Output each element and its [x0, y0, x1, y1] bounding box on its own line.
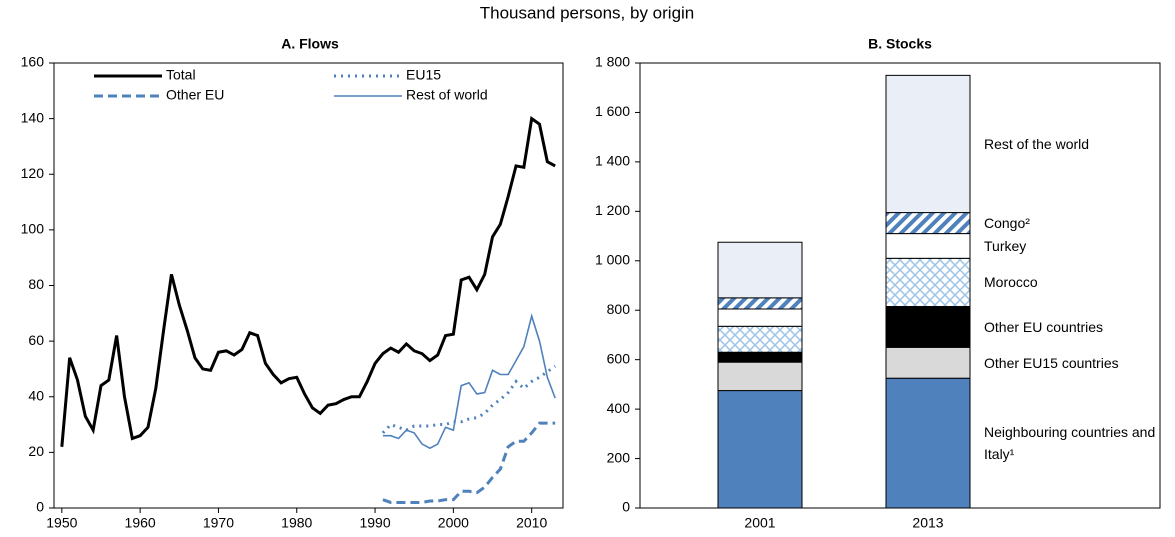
bar-segment [717, 325, 803, 353]
x-tick-label: 1990 [359, 515, 390, 531]
y-tick-label: 0 [622, 499, 630, 515]
bar-segment [717, 241, 803, 299]
y-tick-label: 20 [28, 443, 44, 459]
y-tick-label: 60 [28, 332, 44, 348]
segment-label: Other EU countries [984, 318, 1104, 335]
segment-label: Rest of the world [984, 135, 1090, 152]
y-tick-label: 800 [607, 301, 631, 317]
plot-frame [53, 62, 564, 509]
y-tick-label: 200 [607, 449, 631, 465]
y-tick-label: 600 [607, 350, 631, 366]
bar-segment [885, 74, 971, 214]
y-tick-label: 160 [21, 54, 45, 70]
legend-label: EU15 [406, 67, 441, 83]
y-tick-label: 120 [21, 165, 45, 181]
legend-label: Other EU [166, 87, 224, 103]
x-tick-label: 1960 [125, 515, 156, 531]
y-tick-label: 40 [28, 387, 44, 403]
bar-segment [885, 257, 971, 308]
segment-label: Turkey [984, 237, 1027, 254]
bar-segment [717, 297, 803, 310]
x-tick-label: 1950 [46, 515, 77, 531]
y-tick-label: 1 400 [595, 153, 630, 169]
y-tick-label: 140 [21, 109, 45, 125]
x-tick-label: 2013 [912, 515, 943, 531]
x-tick-label: 2000 [438, 515, 469, 531]
x-tick-label: 1980 [281, 515, 312, 531]
bar-segment [885, 212, 971, 235]
legend-label: Rest of world [406, 87, 488, 103]
y-tick-label: 0 [36, 499, 44, 515]
panel-title: B. Stocks [868, 36, 932, 52]
segment-label: Other EU15 countries [984, 354, 1119, 371]
bar-segment [717, 308, 803, 327]
series-line [60, 116, 556, 447]
bar-segment [885, 377, 971, 509]
main-title: Thousand persons, by origin [480, 3, 695, 22]
bar-segment [885, 233, 971, 259]
bar-segment [717, 361, 803, 392]
segment-label: Neighbouring countries and Italy¹ [984, 424, 1156, 463]
y-tick-label: 1 600 [595, 103, 630, 119]
segment-label: Congo² [984, 215, 1030, 232]
x-tick-label: 2010 [516, 515, 547, 531]
series-line [382, 421, 556, 504]
y-tick-label: 1 200 [595, 202, 630, 218]
y-tick-label: 100 [21, 221, 45, 237]
bar-segment [717, 351, 803, 363]
x-tick-label: 2001 [744, 515, 775, 531]
y-tick-label: 400 [607, 400, 631, 416]
y-tick-label: 80 [28, 276, 44, 292]
segment-label: Morocco [984, 274, 1038, 291]
x-tick-label: 1970 [203, 515, 234, 531]
bar-segment [717, 390, 803, 509]
series-line [382, 313, 556, 450]
panel-title: A. Flows [281, 36, 339, 52]
y-tick-label: 1 800 [595, 54, 630, 70]
series-line [381, 364, 557, 434]
bar-segment [885, 346, 971, 379]
y-tick-label: 1 000 [595, 251, 630, 267]
bar-segment [885, 306, 971, 348]
legend-label: Total [166, 67, 196, 83]
